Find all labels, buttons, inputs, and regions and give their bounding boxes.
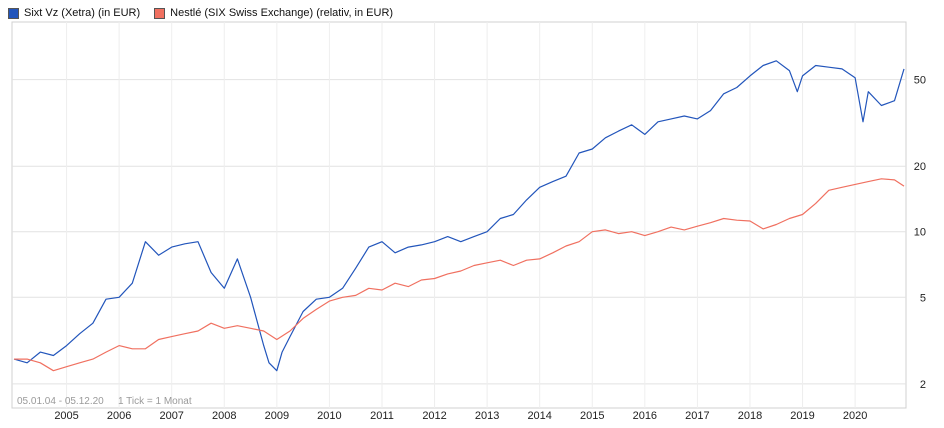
y-tick-label: 5: [920, 292, 926, 304]
x-tick-label: 2018: [738, 410, 762, 422]
x-tick-label: 2019: [790, 410, 814, 422]
series-lines: [13, 60, 905, 372]
date-range-label: 05.01.04 - 05.12.20: [17, 396, 104, 407]
y-axis-ticks: 2 5 10 20 50: [914, 75, 926, 391]
legend-item-nestle: Nestlé (SIX Swiss Exchange) (relativ, in…: [154, 5, 393, 21]
x-tick-label: 2013: [475, 410, 499, 422]
legend-item-sixt: Sixt Vz (Xetra) (in EUR): [8, 5, 140, 21]
x-tick-label: 2015: [580, 410, 604, 422]
x-axis-ticks: 2005 2006 2007 2008 2009 2010 2011 2012 2013 2014…: [54, 410, 867, 422]
grid-lines: [12, 22, 906, 408]
x-tick-label: 2017: [685, 410, 709, 422]
x-tick-label: 2016: [633, 410, 657, 422]
x-tick-label: 2009: [265, 410, 289, 422]
legend-swatch-nestle: [154, 7, 166, 19]
plot-frame: [11, 21, 907, 409]
x-tick-label: 2010: [317, 410, 341, 422]
series-line-sixt: [13, 60, 905, 372]
x-tick-label: 2007: [159, 410, 183, 422]
x-tick-label: 2006: [107, 410, 131, 422]
y-tick-label: 10: [914, 227, 926, 239]
y-tick-label: 20: [914, 161, 926, 173]
x-tick-label: 2011: [370, 410, 394, 422]
series-line-nestle: [14, 178, 905, 372]
legend: Sixt Vz (Xetra) (in EUR) Nestlé (SIX Swi…: [8, 5, 393, 21]
x-tick-label: 2020: [843, 410, 867, 422]
x-tick-label: 2008: [212, 410, 236, 422]
x-tick-label: 2005: [54, 410, 78, 422]
legend-label-sixt: Sixt Vz (Xetra) (in EUR): [24, 7, 141, 19]
y-tick-label: 2: [920, 379, 926, 391]
x-tick-label: 2014: [527, 410, 551, 422]
y-tick-label: 50: [914, 75, 926, 87]
x-tick-label: 2012: [422, 410, 446, 422]
legend-swatch-sixt: [8, 7, 19, 19]
legend-label-nestle: Nestlé (SIX Swiss Exchange) (relativ, in…: [170, 7, 394, 19]
tick-interval-label: 1 Tick = 1 Monat: [118, 396, 192, 407]
